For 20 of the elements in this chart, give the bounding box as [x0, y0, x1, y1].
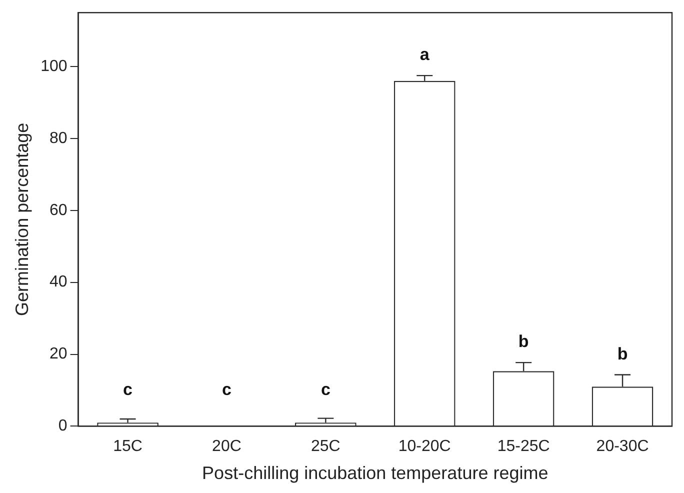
x-tick-label: 10-20C	[398, 438, 451, 456]
x-tick-label: 20-30C	[596, 438, 649, 456]
annotation: c	[123, 380, 133, 399]
annotation: b	[518, 332, 529, 352]
x-tick-label: 15C	[113, 438, 142, 456]
y-axis-title: Germination percentage	[12, 122, 32, 316]
annotation: a	[420, 45, 430, 64]
y-tick-label: 20	[50, 346, 68, 363]
annotation: c	[320, 380, 330, 399]
y-tick-label: 0	[58, 418, 68, 435]
x-axis-title: Post-chilling incubation temperature regime	[202, 463, 548, 484]
x-tick-label: 20C	[212, 438, 242, 456]
y-tick-label: 100	[40, 58, 68, 75]
y-tick-label: 60	[50, 202, 68, 219]
x-tick-label: 15-25C	[497, 438, 550, 456]
annotation: c	[222, 380, 232, 399]
annotation: b	[617, 344, 628, 364]
x-tick-label: 25C	[310, 438, 340, 456]
y-tick-label: 40	[50, 274, 68, 291]
y-tick-label: 80	[50, 130, 68, 147]
